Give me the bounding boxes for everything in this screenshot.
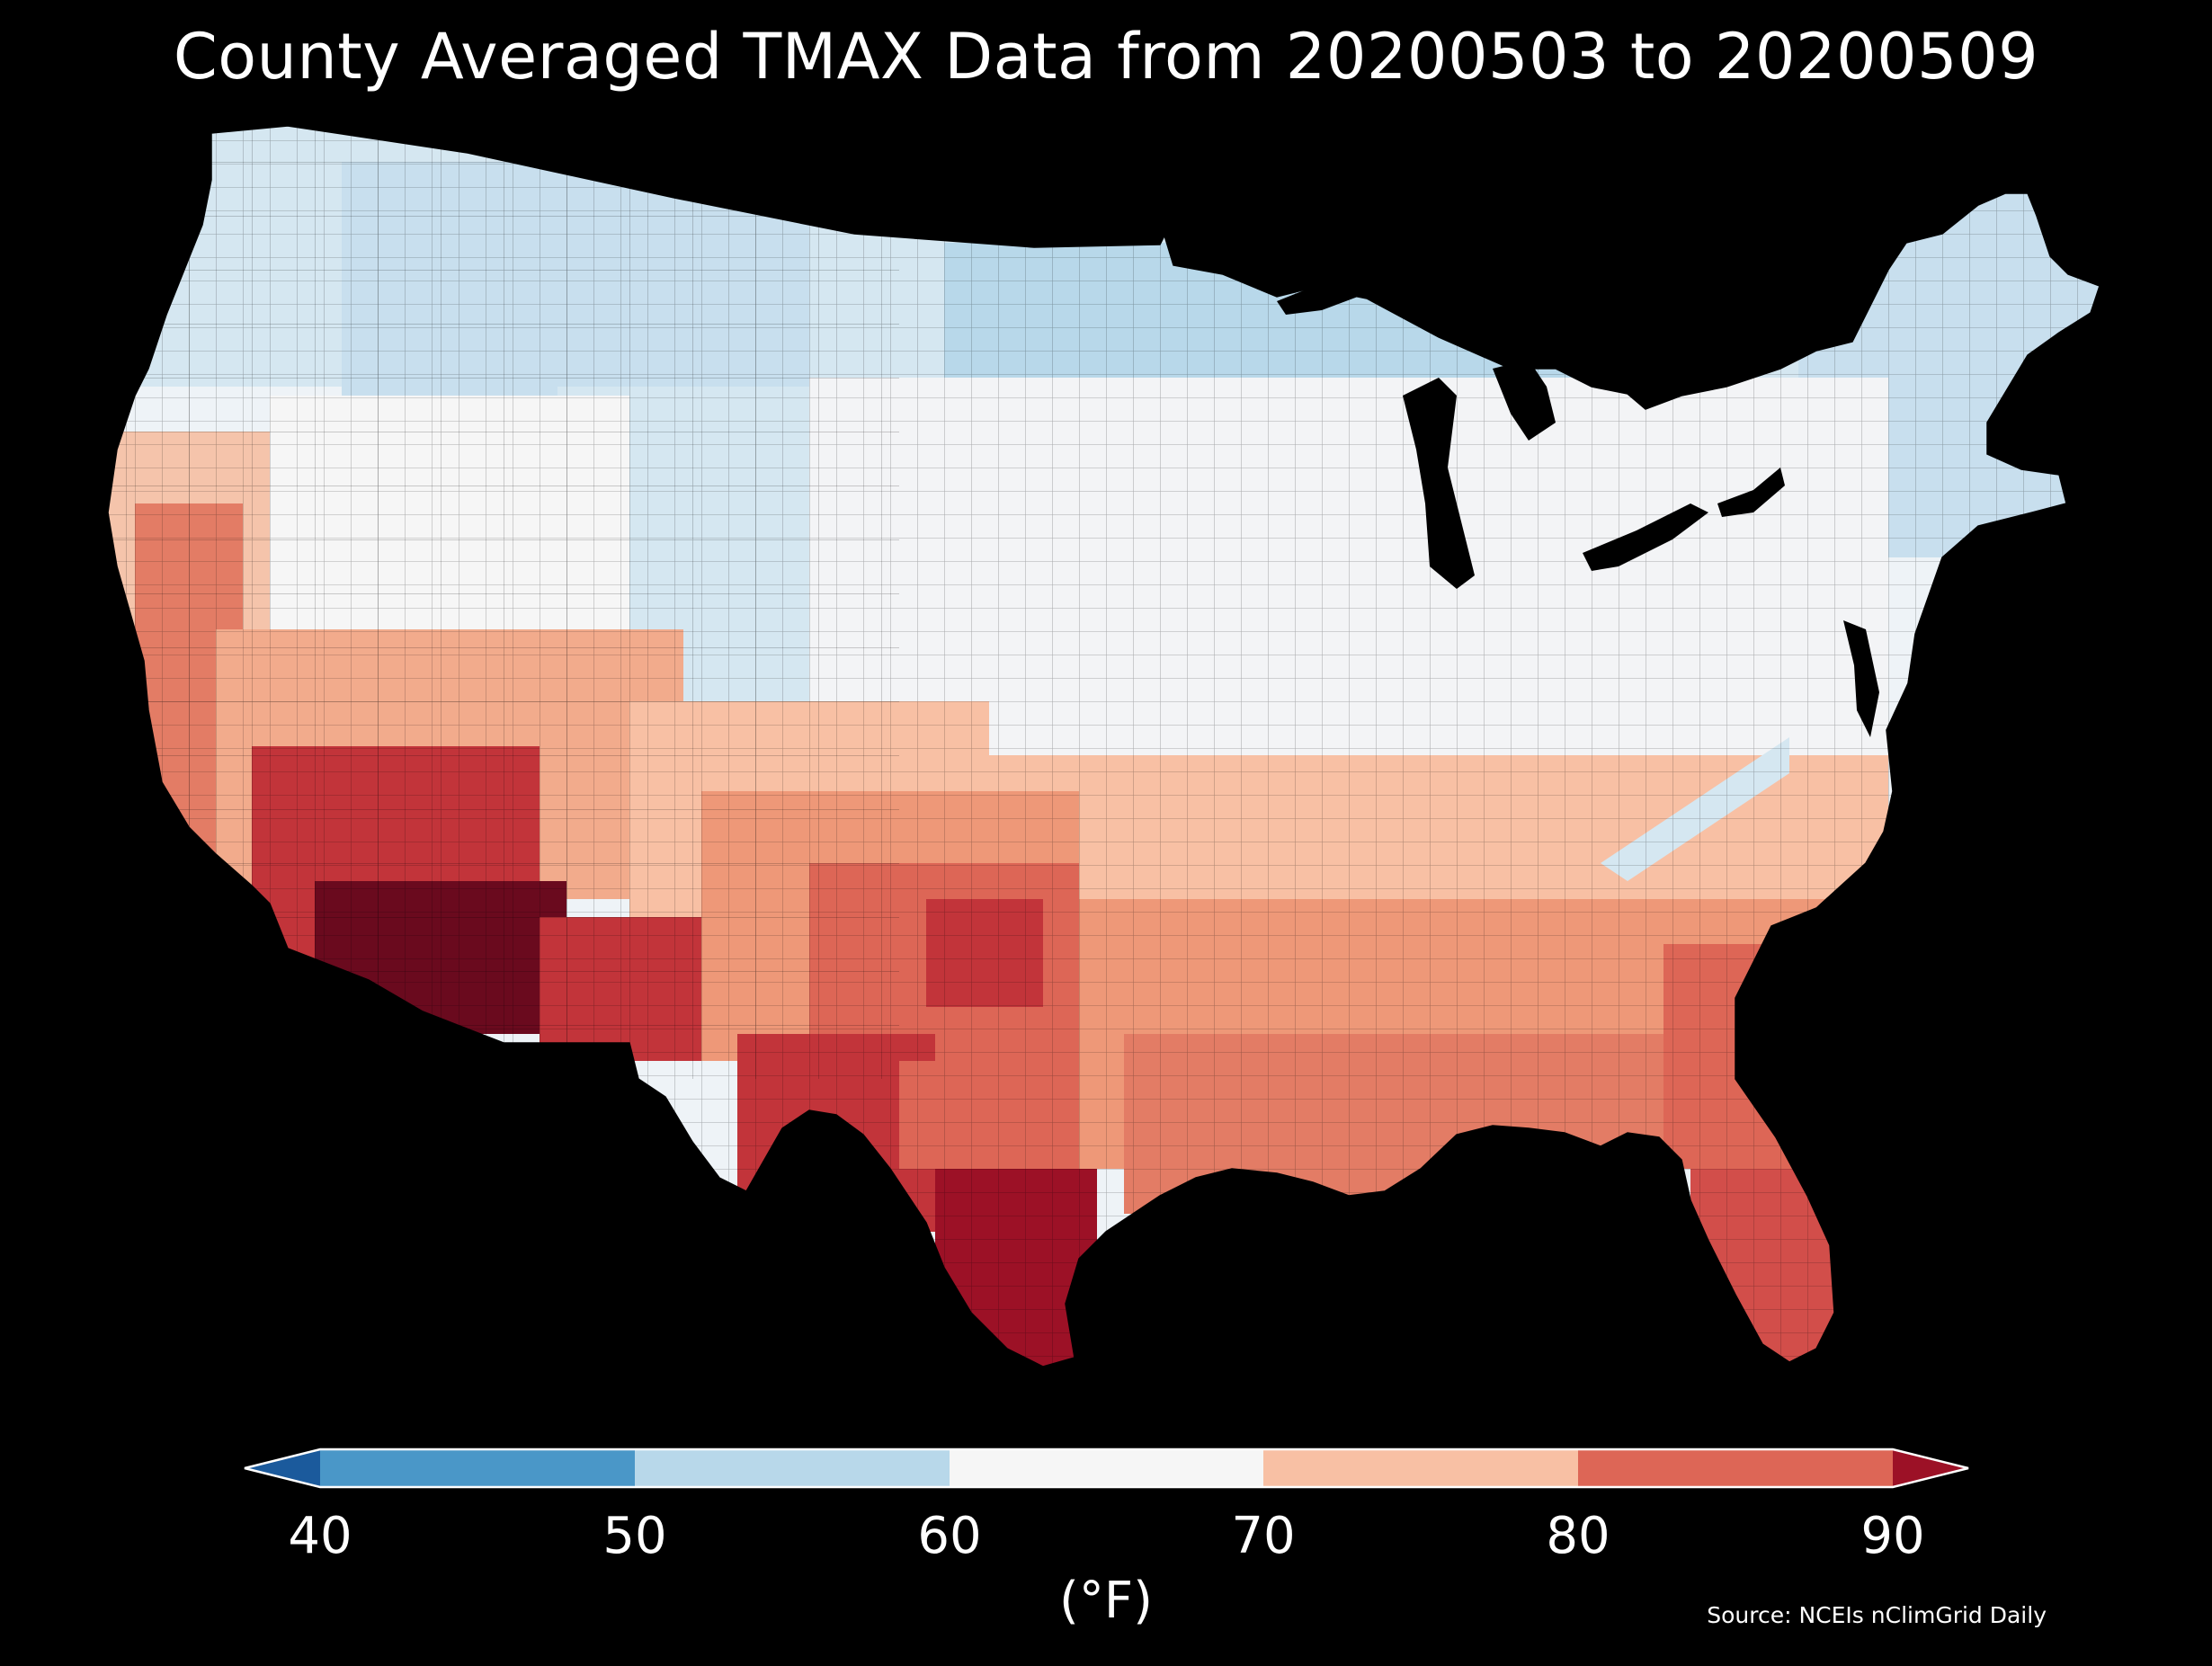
colorbar-bin-70-80 — [1263, 1449, 1578, 1487]
colorbar-under-arrow — [245, 1449, 320, 1487]
colorbar-tick: 70 — [1231, 1507, 1296, 1565]
source-credit: Source: NCEIs nClimGrid Daily — [1707, 1602, 2047, 1628]
colorbar-outline — [244, 1448, 1969, 1489]
colorbar-unit-label: (°F) — [1059, 1572, 1153, 1630]
colorbar-tick: 60 — [917, 1507, 982, 1565]
page-title: County Averaged TMAX Data from 20200503 … — [173, 20, 2039, 94]
colorbar-tick: 90 — [1860, 1507, 1925, 1565]
colorbar-over-arrow — [1893, 1449, 1968, 1487]
colorbar-tick: 80 — [1546, 1507, 1610, 1565]
colorbar-bin-60-70 — [950, 1449, 1263, 1487]
colorbar-tick: 40 — [288, 1507, 352, 1565]
colorbar-tick: 50 — [602, 1507, 667, 1565]
colorbar-bin-80-90 — [1578, 1449, 1893, 1487]
colorbar-bin-40-50 — [320, 1449, 635, 1487]
colorbar-bin-50-60 — [635, 1449, 950, 1487]
